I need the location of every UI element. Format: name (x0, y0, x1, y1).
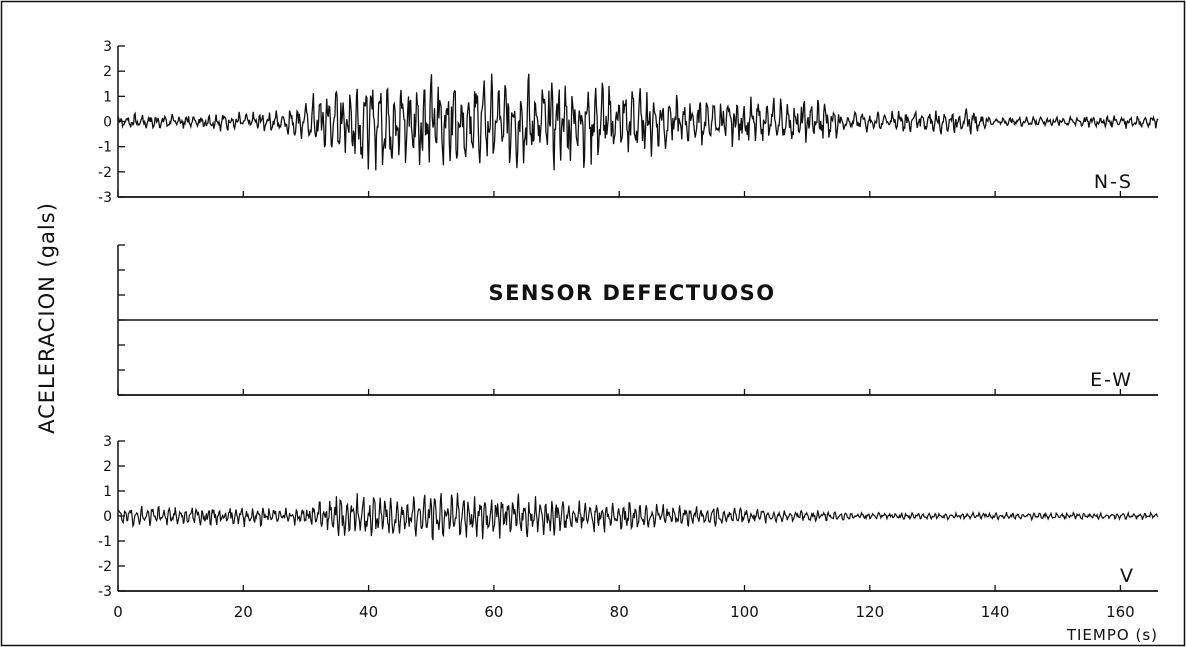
x-tick-label-120: 120 (855, 603, 884, 621)
v-y-tick-label--1: -1 (98, 534, 112, 550)
y-axis-label: ACELERACION (gals) (35, 202, 59, 434)
x-tick-label-160: 160 (1106, 603, 1135, 621)
ns-y-ticks: 3 2 1 0 -1 -2 -3 (98, 39, 125, 206)
ns-y-tick-label-3: 3 (103, 39, 112, 55)
v-x-ticks (117, 585, 1122, 591)
v-y-tick-label-1: 1 (103, 484, 112, 500)
ew-component-label: E-W (1090, 369, 1133, 391)
ns-y-tick-label-0: 0 (103, 115, 112, 131)
v-y-tick-label--2: -2 (98, 559, 112, 575)
x-tick-labels: 0 20 40 60 80 100 120 140 160 (113, 603, 1135, 621)
ns-x-ticks (117, 191, 1122, 197)
v-component-label: V (1120, 565, 1133, 587)
x-tick-label-0: 0 (113, 603, 123, 621)
ns-y-tick-label--2: -2 (98, 165, 112, 181)
ns-y-tick-label--3: -3 (98, 190, 112, 206)
ew-x-ticks (117, 389, 1122, 395)
v-y-tick-label-0: 0 (103, 509, 112, 525)
panel-ns: 3 2 1 0 -1 -2 -3 N-S (98, 39, 1159, 206)
x-axis-label: TIEMPO (s) (1066, 626, 1158, 644)
ns-y-tick-label-1: 1 (103, 89, 112, 105)
x-tick-label-100: 100 (730, 603, 759, 621)
x-tick-label-40: 40 (359, 603, 378, 621)
v-waveform (117, 492, 1159, 541)
ns-y-tick-label-2: 2 (103, 64, 112, 80)
panel-v: 3 2 1 0 -1 -2 -3 0 20 40 60 80 100 120 140 160 V (98, 434, 1159, 621)
panel-ew: SENSOR DEFECTUOSO E-W (117, 244, 1158, 396)
ew-annotation: SENSOR DEFECTUOSO (488, 281, 775, 305)
ns-component-label: N-S (1094, 171, 1133, 193)
ns-waveform (117, 73, 1159, 171)
v-y-ticks: 3 2 1 0 -1 -2 -3 (98, 434, 125, 600)
x-tick-label-20: 20 (234, 603, 253, 621)
x-tick-label-140: 140 (981, 603, 1010, 621)
v-y-tick-label--3: -3 (98, 584, 112, 600)
x-tick-label-80: 80 (610, 603, 629, 621)
ns-y-tick-label--1: -1 (98, 140, 112, 156)
v-y-tick-label-3: 3 (103, 434, 112, 450)
x-tick-label-60: 60 (484, 603, 503, 621)
v-y-tick-label-2: 2 (103, 459, 112, 475)
